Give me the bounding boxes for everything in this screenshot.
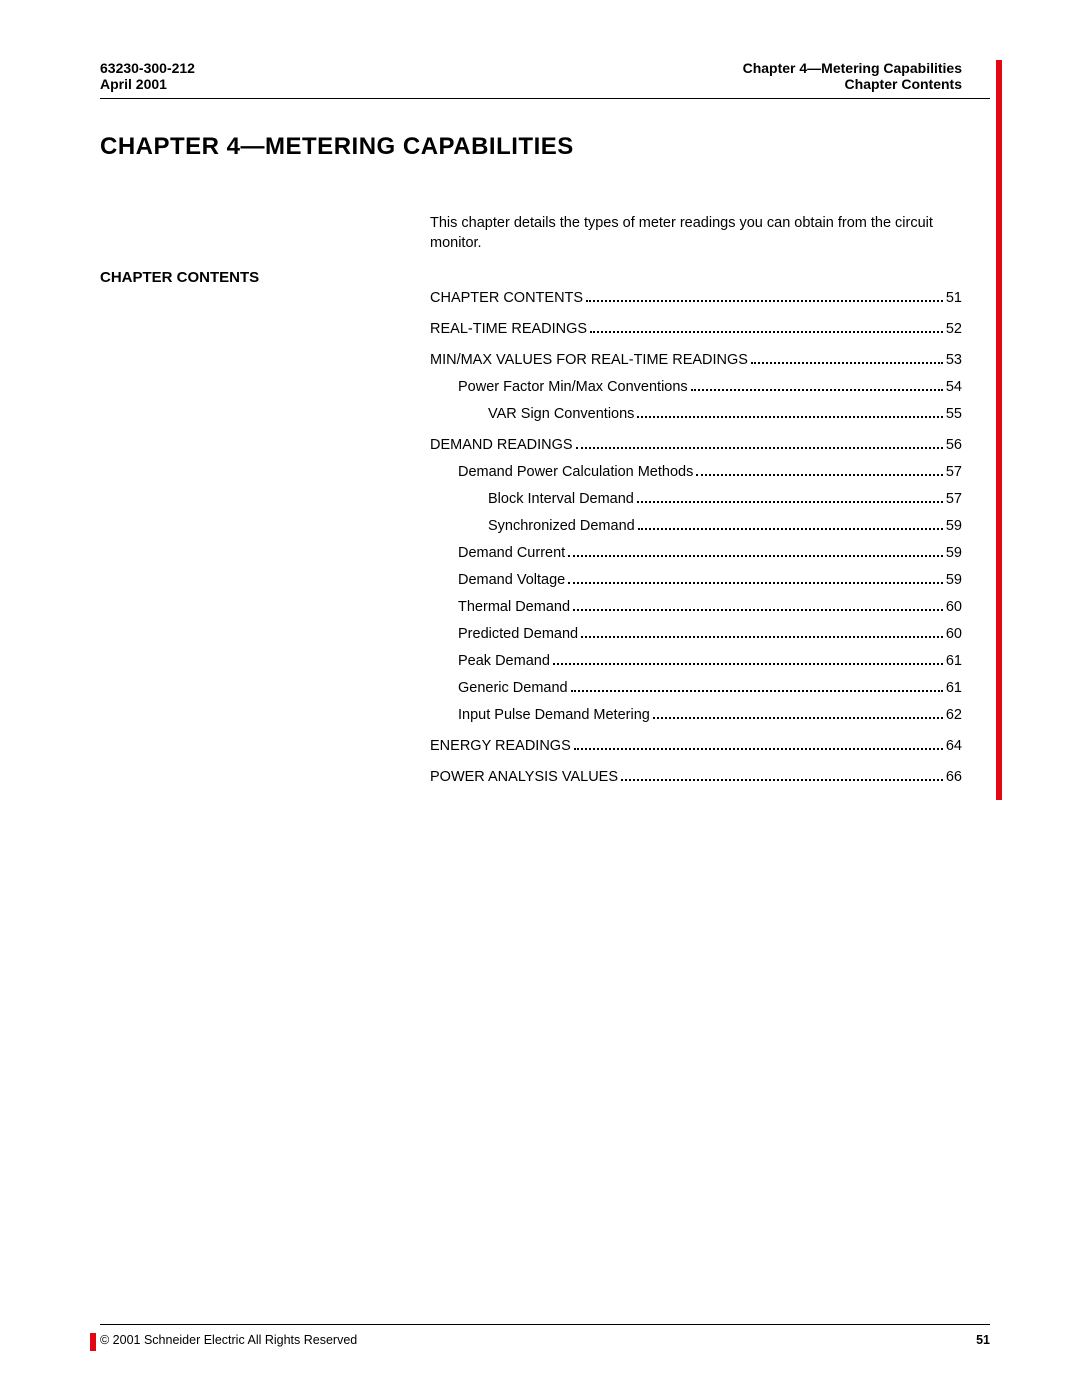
toc-leader-dots — [751, 362, 943, 364]
toc-entry: VAR Sign Conventions 55 — [430, 404, 962, 425]
toc-leader-dots — [568, 582, 943, 584]
chapter-title: CHAPTER 4—METERING CAPABILITIES — [100, 133, 990, 161]
toc-page: 62 — [946, 705, 962, 726]
toc-entry: POWER ANALYSIS VALUES 66 — [430, 767, 962, 788]
toc-leader-dots — [553, 663, 943, 665]
toc-leader-dots — [576, 447, 943, 449]
content-row: CHAPTER CONTENTS This chapter details th… — [100, 213, 990, 794]
page-footer: © 2001 Schneider Electric All Rights Res… — [100, 1324, 990, 1347]
toc-entry: REAL-TIME READINGS 52 — [430, 319, 962, 340]
toc-label: Predicted Demand — [458, 624, 578, 645]
toc-entry: Block Interval Demand 57 — [430, 489, 962, 510]
toc-label: Power Factor Min/Max Conventions — [458, 377, 688, 398]
toc-page: 64 — [946, 736, 962, 757]
toc-entry: CHAPTER CONTENTS 51 — [430, 288, 962, 309]
toc-label: CHAPTER CONTENTS — [430, 288, 583, 309]
toc-leader-dots — [590, 331, 943, 333]
toc-page: 57 — [946, 489, 962, 510]
toc-page: 56 — [946, 435, 962, 456]
toc-label: VAR Sign Conventions — [488, 404, 634, 425]
toc-entry: Generic Demand 61 — [430, 678, 962, 699]
page: 63230-300-212 April 2001 Chapter 4—Meter… — [0, 0, 1080, 1397]
toc-leader-dots — [581, 636, 943, 638]
header-left: 63230-300-212 April 2001 — [100, 60, 195, 92]
toc-entry: ENERGY READINGS 64 — [430, 736, 962, 757]
page-header: 63230-300-212 April 2001 Chapter 4—Meter… — [100, 60, 990, 99]
toc-label: Input Pulse Demand Metering — [458, 705, 650, 726]
toc-leader-dots — [691, 389, 943, 391]
intro-text: This chapter details the types of meter … — [430, 213, 962, 254]
toc-label: MIN/MAX VALUES FOR REAL-TIME READINGS — [430, 350, 748, 371]
toc-leader-dots — [638, 528, 943, 530]
toc-entry: Demand Voltage 59 — [430, 570, 962, 591]
header-subtitle: Chapter Contents — [743, 76, 962, 92]
right-column: This chapter details the types of meter … — [430, 213, 990, 794]
toc-entry: Predicted Demand 60 — [430, 624, 962, 645]
toc-label: Synchronized Demand — [488, 516, 635, 537]
toc-entry: Input Pulse Demand Metering 62 — [430, 705, 962, 726]
toc-entry: Thermal Demand 60 — [430, 597, 962, 618]
toc-leader-dots — [696, 474, 943, 476]
toc-page: 52 — [946, 319, 962, 340]
toc-label: Block Interval Demand — [488, 489, 634, 510]
toc-entry: MIN/MAX VALUES FOR REAL-TIME READINGS 53 — [430, 350, 962, 371]
copyright: © 2001 Schneider Electric All Rights Res… — [100, 1333, 357, 1347]
toc-label: DEMAND READINGS — [430, 435, 573, 456]
toc-entry: Peak Demand 61 — [430, 651, 962, 672]
toc-leader-dots — [586, 300, 943, 302]
toc-entry: Demand Power Calculation Methods 57 — [430, 462, 962, 483]
toc-page: 61 — [946, 651, 962, 672]
toc-leader-dots — [637, 501, 943, 503]
toc-leader-dots — [574, 748, 943, 750]
section-label: CHAPTER CONTENTS — [100, 213, 430, 286]
toc-page: 59 — [946, 570, 962, 591]
toc-page: 59 — [946, 516, 962, 537]
accent-mark-bottom-left — [90, 1333, 96, 1351]
toc-label: Generic Demand — [458, 678, 568, 699]
toc-page: 53 — [946, 350, 962, 371]
toc-leader-dots — [653, 717, 943, 719]
toc-page: 51 — [946, 288, 962, 309]
toc-page: 60 — [946, 597, 962, 618]
doc-date: April 2001 — [100, 76, 195, 92]
toc-page: 55 — [946, 404, 962, 425]
toc-label: Demand Voltage — [458, 570, 565, 591]
chapter-ref: Chapter 4—Metering Capabilities — [743, 60, 962, 76]
toc-page: 61 — [946, 678, 962, 699]
toc-entry: DEMAND READINGS 56 — [430, 435, 962, 456]
toc-page: 59 — [946, 543, 962, 564]
toc-leader-dots — [571, 690, 943, 692]
toc-leader-dots — [568, 555, 943, 557]
toc-label: Demand Current — [458, 543, 565, 564]
toc-leader-dots — [637, 416, 942, 418]
toc-entry: Synchronized Demand 59 — [430, 516, 962, 537]
toc-entry: Demand Current 59 — [430, 543, 962, 564]
toc-page: 57 — [946, 462, 962, 483]
toc-entry: Power Factor Min/Max Conventions 54 — [430, 377, 962, 398]
toc-leader-dots — [573, 609, 943, 611]
toc-list: CHAPTER CONTENTS 51 REAL-TIME READINGS 52 MI… — [430, 288, 962, 788]
page-number: 51 — [976, 1333, 990, 1347]
toc-page: 60 — [946, 624, 962, 645]
accent-bar-right — [996, 60, 1002, 800]
toc-label: Demand Power Calculation Methods — [458, 462, 693, 483]
toc-label: POWER ANALYSIS VALUES — [430, 767, 618, 788]
toc-page: 54 — [946, 377, 962, 398]
toc-label: Peak Demand — [458, 651, 550, 672]
toc-label: ENERGY READINGS — [430, 736, 571, 757]
toc-page: 66 — [946, 767, 962, 788]
toc-label: REAL-TIME READINGS — [430, 319, 587, 340]
header-right: Chapter 4—Metering Capabilities Chapter … — [743, 60, 962, 92]
toc-label: Thermal Demand — [458, 597, 570, 618]
toc-leader-dots — [621, 779, 943, 781]
doc-number: 63230-300-212 — [100, 60, 195, 76]
